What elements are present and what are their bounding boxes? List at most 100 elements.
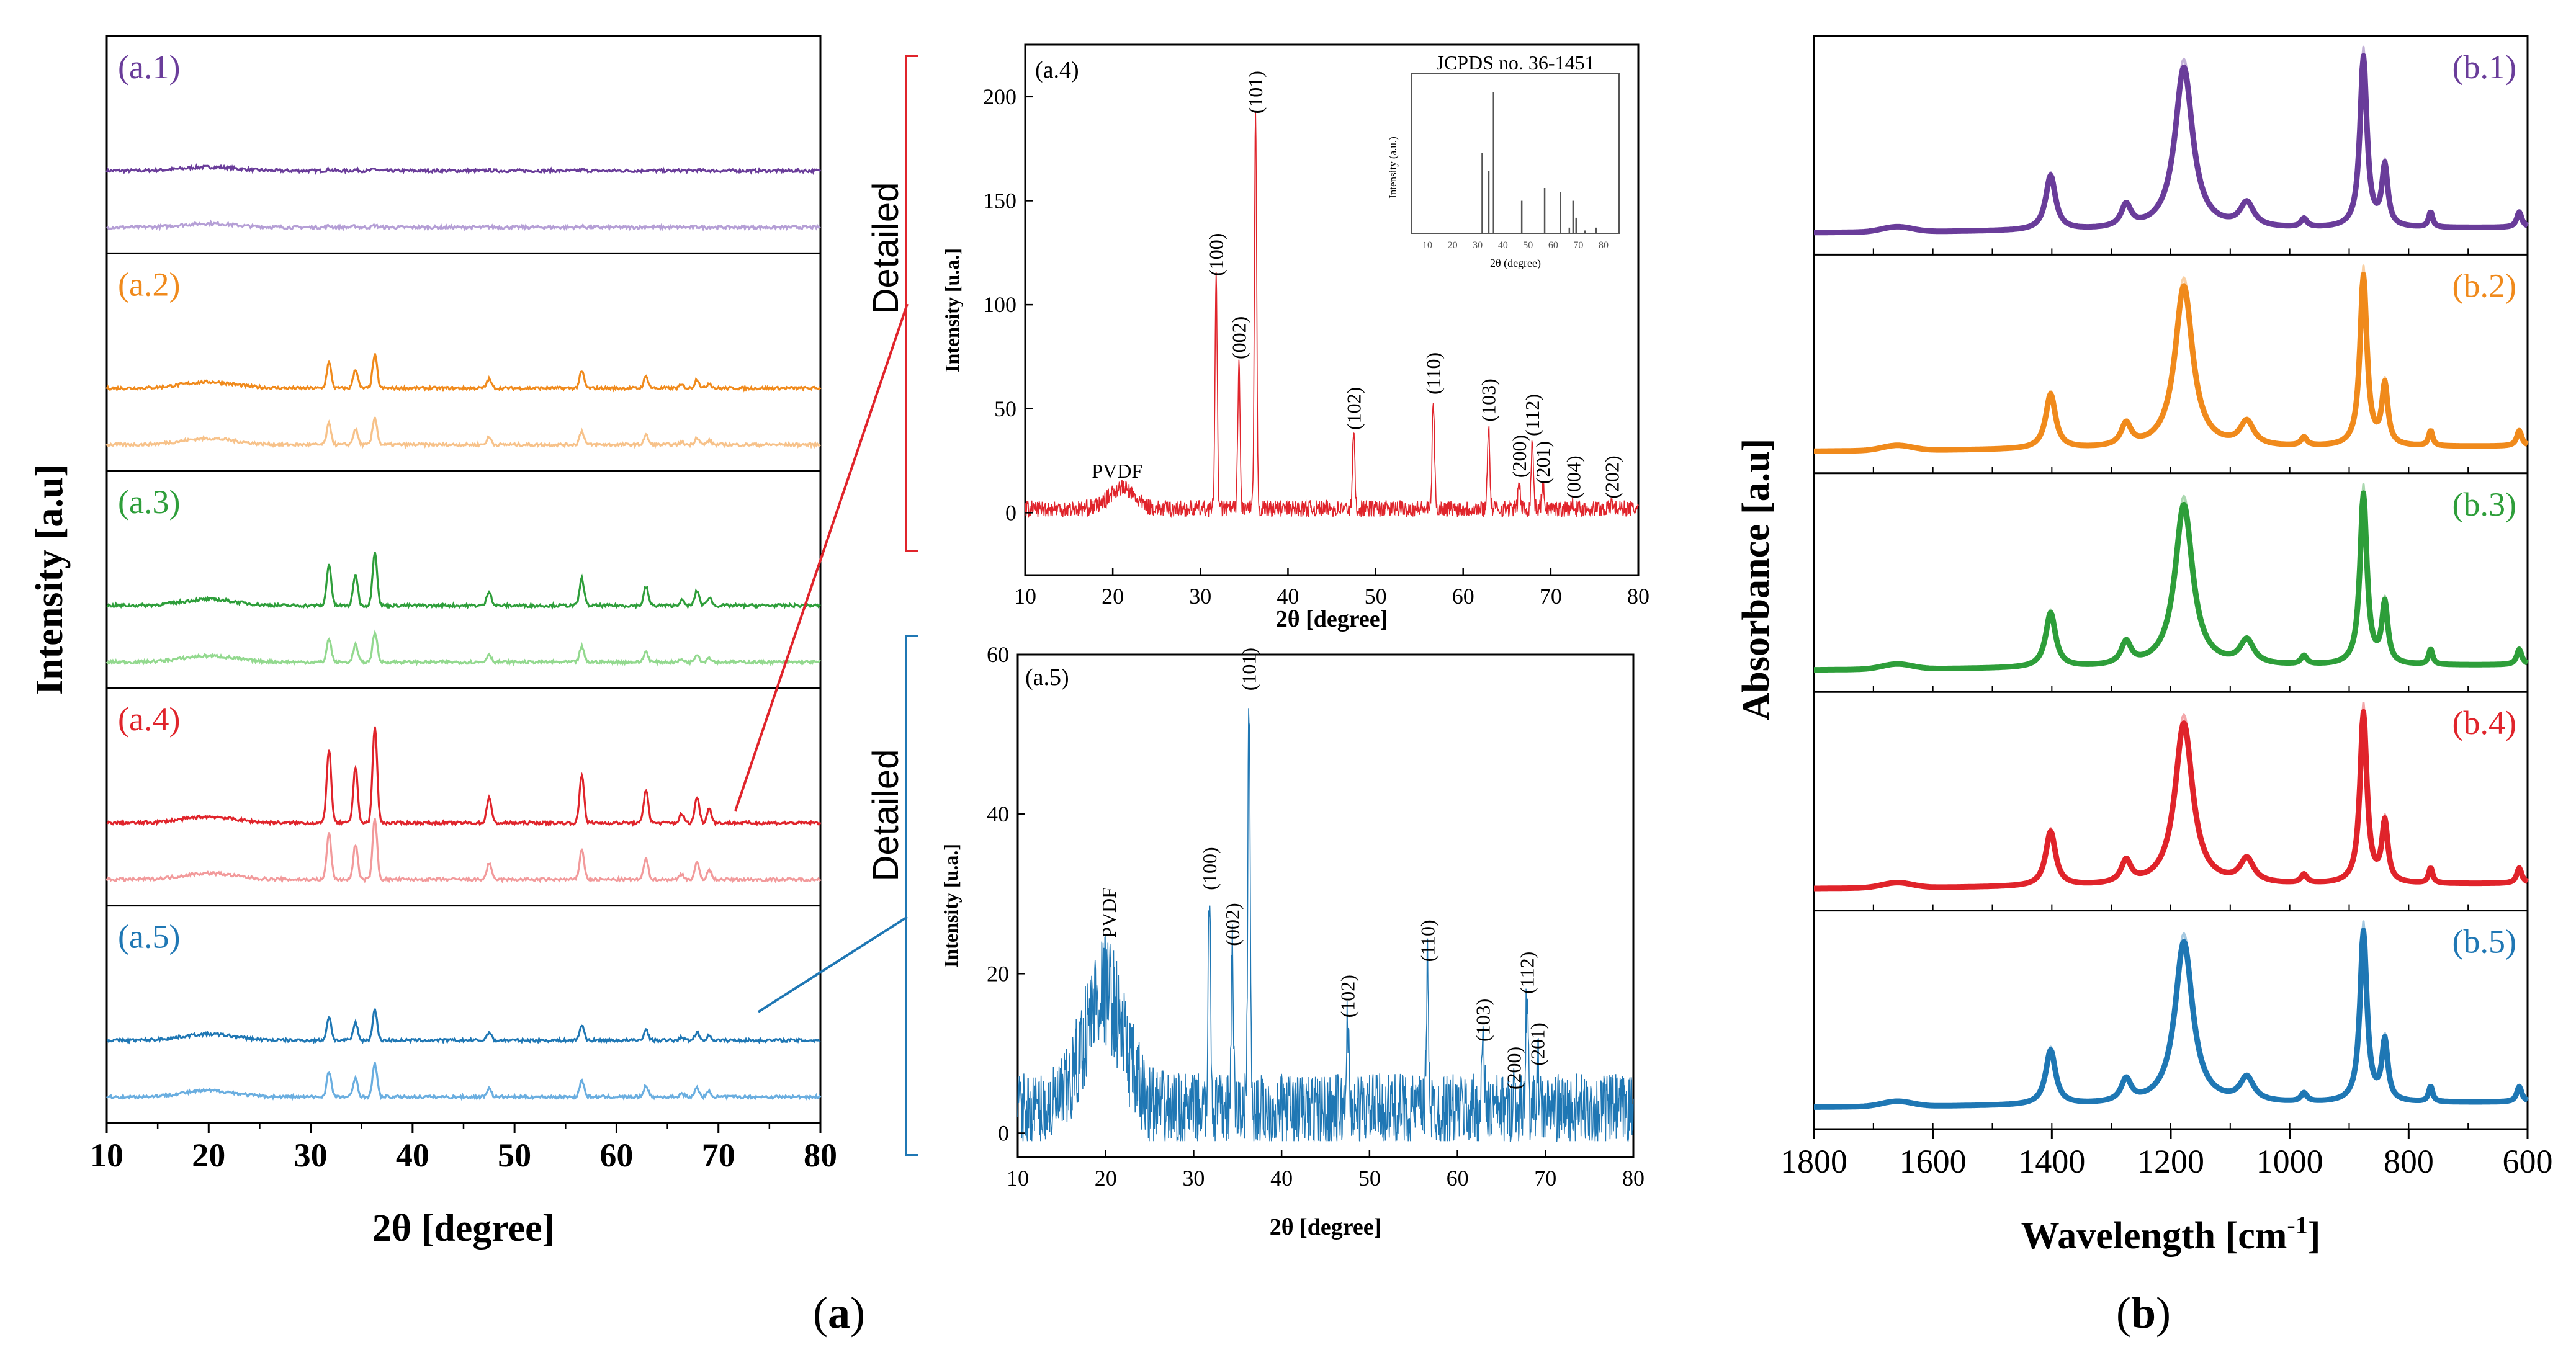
peak-label: PVDF bbox=[1098, 887, 1120, 938]
inset-x-tick-label: 50 bbox=[1523, 240, 1533, 251]
panel-label-b4: (b.4) bbox=[2453, 704, 2516, 741]
x-tick-label: 40 bbox=[396, 1137, 429, 1174]
x-tick-label: 1400 bbox=[2018, 1143, 2085, 1180]
left-x-axis-label: 2θ [degree] bbox=[372, 1207, 555, 1250]
x-tick-label: 50 bbox=[1358, 1166, 1381, 1191]
inset-sticks bbox=[1481, 92, 1597, 233]
left-x-ticks: 10 20 30 40 50 60 70 80 bbox=[90, 1123, 837, 1174]
a4-detail-y-axis-label: Intensity [u.a.] bbox=[941, 248, 963, 372]
panel-label-b3: (b.3) bbox=[2453, 486, 2516, 523]
xrd-curve-a5-dark bbox=[106, 1008, 821, 1045]
a5-detail-line bbox=[1017, 708, 1634, 1143]
xrd-curve-a5-light bbox=[105, 1062, 822, 1101]
inset-x-axis-label: 2θ (degree) bbox=[1490, 257, 1541, 270]
ftir-curve-a4-main bbox=[1812, 709, 2529, 892]
x-tick-label: 40 bbox=[1277, 584, 1299, 609]
peak-label: (112) bbox=[1521, 394, 1543, 436]
right-curves bbox=[1812, 45, 2529, 1129]
x-tick-label: 30 bbox=[294, 1137, 328, 1174]
x-tick-label: 1800 bbox=[1780, 1143, 1847, 1180]
x-tick-label: 20 bbox=[1095, 1166, 1117, 1191]
panel-label-a3: (a.3) bbox=[118, 483, 180, 521]
a4-detail-line bbox=[1025, 111, 1639, 519]
callout-line-a4 bbox=[734, 303, 909, 812]
x-tick-label: 70 bbox=[1534, 1166, 1556, 1191]
a4-detail-curve bbox=[1025, 111, 1639, 519]
x-tick-label: 1200 bbox=[2137, 1143, 2204, 1180]
x-tick-label: 80 bbox=[1622, 1166, 1645, 1191]
right-x-axis-label: Wavelength [cm-1] bbox=[2021, 1211, 2321, 1257]
left-y-axis-label: Intensity [a.u] bbox=[29, 464, 71, 695]
x-tick-label: 20 bbox=[192, 1137, 225, 1174]
xrd-curve-a1-dark bbox=[105, 163, 822, 176]
y-tick-label: 200 bbox=[983, 84, 1016, 109]
a5-detail-y-axis-label: Intensity [u.a.] bbox=[940, 844, 962, 968]
x-tick-label: 50 bbox=[498, 1137, 531, 1174]
x-tick-label: 20 bbox=[1102, 584, 1124, 609]
x-tick-label: 60 bbox=[1452, 584, 1474, 609]
peak-label: (110) bbox=[1416, 919, 1438, 962]
left-panel-labels: (a.1) (a.2) (a.3) (a.4) (a.5) bbox=[118, 48, 180, 955]
xrd-curve-a4-dark bbox=[106, 726, 822, 828]
callout-label-a4: Detailed bbox=[866, 182, 906, 315]
xrd-curve-a2-dark bbox=[105, 353, 822, 393]
right-y-axis-label: Absorbance [a.u] bbox=[1735, 439, 1777, 721]
peak-label: (102) bbox=[1336, 975, 1358, 1017]
inset-x-tick-label: 60 bbox=[1548, 240, 1558, 251]
a5-detail-annotations: PVDF(100)(002)(101)(102)(110)(103)(200)(… bbox=[1098, 648, 1549, 1089]
panel-label-b1: (b.1) bbox=[2453, 48, 2516, 86]
x-tick-label: 10 bbox=[1014, 584, 1036, 609]
peak-label: (110) bbox=[1422, 352, 1445, 395]
peak-label: (101) bbox=[1244, 71, 1267, 114]
left-plot-frame bbox=[105, 35, 822, 1124]
peak-label: (102) bbox=[1342, 387, 1365, 430]
x-tick-label: 10 bbox=[1007, 1166, 1029, 1191]
xrd-curve-a1-light bbox=[106, 219, 821, 232]
peak-label: (004) bbox=[1563, 455, 1585, 498]
peak-label: (200) bbox=[1502, 1047, 1525, 1089]
callout-label-a5: Detailed bbox=[866, 749, 906, 882]
y-tick-label: 0 bbox=[998, 1120, 1009, 1145]
inset-x-tick-label: 20 bbox=[1448, 240, 1458, 251]
peak-label: (100) bbox=[1205, 233, 1227, 276]
peak-label: (101) bbox=[1238, 648, 1260, 691]
x-tick-label: 80 bbox=[804, 1137, 837, 1174]
inset-title: JCPDS no. 36-1451 bbox=[1436, 51, 1594, 74]
xrd-curve-a3-dark bbox=[106, 552, 821, 610]
peak-label: (103) bbox=[1478, 378, 1500, 421]
xrd-a4-detail-chart: 10 20 30 40 50 60 70 80 0 50 100 150 200 PVDF (100) (0… bbox=[941, 43, 1649, 632]
ftir-curve-a1-main bbox=[1812, 53, 2529, 236]
xrd-stacked-chart: (a.1) (a.2) (a.3) (a.4) (a.5) 10 20 30 40 50 60 70… bbox=[29, 35, 837, 1250]
x-tick-label: 30 bbox=[1189, 584, 1211, 609]
peak-label: (002) bbox=[1227, 316, 1250, 359]
panel-label-a1: (a.1) bbox=[118, 48, 180, 86]
xrd-curve-a4-light bbox=[105, 818, 822, 884]
x-tick-label: 60 bbox=[1447, 1166, 1469, 1191]
right-x-ticks: 1800 1600 1400 1200 1000 800 600 bbox=[1780, 1129, 2553, 1180]
y-tick-label: 20 bbox=[987, 961, 1009, 986]
peak-label: PVDF bbox=[1092, 460, 1142, 482]
a4-detail-panel-label: (a.4) bbox=[1035, 57, 1079, 83]
figure-label-a: (a) bbox=[813, 1288, 865, 1338]
inset-x-tick-label: 10 bbox=[1422, 240, 1432, 251]
peak-label: (200) bbox=[1508, 435, 1530, 478]
ftir-curve-a2-main bbox=[1812, 272, 2529, 454]
x-tick-label: 80 bbox=[1627, 584, 1649, 609]
inset-frame bbox=[1411, 73, 1620, 234]
peak-label: (112) bbox=[1516, 952, 1538, 994]
jcpds-inset: JCPDS no. 36-1451 10 20 30 40 50 60 70 80 2θ (d… bbox=[1387, 51, 1620, 270]
callout-bracket-a4 bbox=[905, 55, 918, 552]
x-tick-label: 10 bbox=[90, 1137, 123, 1174]
peak-label: (201) bbox=[1527, 1022, 1549, 1065]
x-tick-label: 30 bbox=[1182, 1166, 1205, 1191]
y-tick-label: 150 bbox=[983, 188, 1016, 213]
inset-x-tick-label: 70 bbox=[1573, 240, 1583, 251]
peak-label: (201) bbox=[1532, 441, 1554, 484]
inset-y-axis-label: Intensity (a.u.) bbox=[1387, 136, 1399, 199]
x-tick-label: 600 bbox=[2503, 1143, 2553, 1180]
inset-ticks: 10 20 30 40 50 60 70 80 bbox=[1422, 240, 1609, 251]
a4-detail-annotations: PVDF(100)(002)(101)(102)(110)(103)(200)(… bbox=[1092, 71, 1623, 499]
inset-x-tick-label: 80 bbox=[1599, 240, 1609, 251]
x-tick-label: 40 bbox=[1270, 1166, 1293, 1191]
left-curves bbox=[105, 163, 822, 1101]
